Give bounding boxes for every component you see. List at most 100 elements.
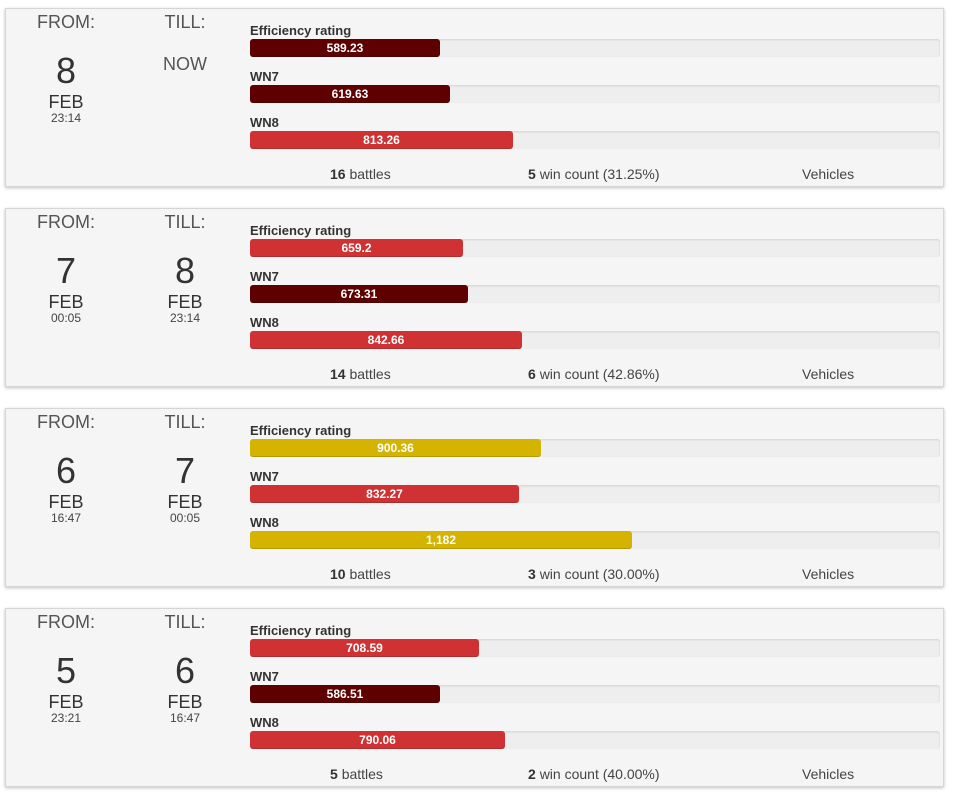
progress-track: 708.59 [250,639,940,657]
metric-label: WN7 [250,469,279,484]
from-label: FROM: [37,412,95,432]
till-month: FEB [167,692,203,712]
from-day: 7 [55,250,77,291]
metric-label: Efficiency rating [250,423,352,438]
period-card: FROM: 5 FEB 23:21 TILL: 6 FEB 16:47 Efficiency r… [5,608,944,787]
progress-fill: 619.63 [250,85,450,103]
win-number: 3 [528,566,536,582]
win-suffix: win count [539,766,599,782]
progress-fill: 900.36 [250,439,541,457]
progress-track: 619.63 [250,85,940,103]
vehicles-link[interactable]: Vehicles [802,766,855,782]
battles-number: 14 [330,366,346,382]
till-label: TILL: [164,612,206,632]
battles-suffix: battles [349,166,391,182]
from-label: FROM: [37,612,95,632]
progress-track: 832.27 [250,485,940,503]
win-count: 3 win count (30.00%) [528,566,660,582]
progress-track: 1,182 [250,531,940,549]
win-number: 5 [528,166,536,182]
progress-track: 900.36 [250,439,940,457]
from-time: 00:05 [50,311,82,325]
from-day: 6 [55,450,77,491]
from-time: 23:21 [50,711,82,725]
till-day: 7 [174,450,196,491]
win-suffix: win count [539,566,599,582]
progress-fill: 708.59 [250,639,479,657]
metric-label: Efficiency rating [250,23,352,38]
till-time: 00:05 [169,511,201,525]
progress-track: 842.66 [250,331,940,349]
win-percent: (30.00%) [602,566,660,582]
metric-label: WN8 [250,515,279,530]
progress-track: 790.06 [250,731,940,749]
from-month: FEB [48,692,84,712]
win-number: 6 [528,366,536,382]
win-suffix: win count [539,366,599,382]
battles-count: 14 battles [330,366,391,382]
vehicles-link[interactable]: Vehicles [802,366,855,382]
win-count: 5 win count (31.25%) [528,166,660,182]
from-day: 8 [55,50,77,91]
till-month: FEB [167,292,203,312]
till-day: 8 [174,250,196,291]
from-label: FROM: [37,212,95,232]
till-month: FEB [167,492,203,512]
win-percent: (40.00%) [602,766,660,782]
vehicles-link[interactable]: Vehicles [802,566,855,582]
from-month: FEB [48,292,84,312]
battles-suffix: battles [349,566,391,582]
period-card: FROM: 7 FEB 00:05 TILL: 8 FEB 23:14 Efficiency r… [5,208,944,387]
progress-track: 586.51 [250,685,940,703]
till-time: 16:47 [169,711,201,725]
from-time: 16:47 [50,511,82,525]
progress-fill: 1,182 [250,531,632,549]
battles-number: 16 [330,166,346,182]
progress-track: 659.2 [250,239,940,257]
win-count: 6 win count (42.86%) [528,366,660,382]
battles-count: 16 battles [330,166,391,182]
battles-count: 5 battles [330,766,383,782]
progress-fill: 589.23 [250,39,440,57]
battles-suffix: battles [349,366,391,382]
progress-fill: 790.06 [250,731,505,749]
from-time: 23:14 [50,111,82,125]
battles-number: 5 [330,766,338,782]
win-number: 2 [528,766,536,782]
till-label: TILL: [164,212,206,232]
metric-label: WN7 [250,69,279,84]
progress-fill: 659.2 [250,239,463,257]
period-card: FROM: 6 FEB 16:47 TILL: 7 FEB 00:05 Efficiency r… [5,408,944,587]
metric-label: WN8 [250,715,279,730]
progress-fill: 842.66 [250,331,522,349]
till-now: NOW [163,54,207,74]
win-percent: (42.86%) [602,366,660,382]
progress-track: 813.26 [250,131,940,149]
vehicles-link[interactable]: Vehicles [802,166,855,182]
metric-label: Efficiency rating [250,223,352,238]
progress-fill: 673.31 [250,285,468,303]
metric-label: WN7 [250,269,279,284]
win-percent: (31.25%) [602,166,660,182]
till-time: 23:14 [169,311,201,325]
progress-track: 589.23 [250,39,940,57]
progress-fill: 586.51 [250,685,440,703]
win-count: 2 win count (40.00%) [528,766,660,782]
from-label: FROM: [37,12,95,32]
win-suffix: win count [539,166,599,182]
battles-number: 10 [330,566,346,582]
battles-suffix: battles [341,766,383,782]
from-day: 5 [55,650,77,691]
metric-label: WN8 [250,315,279,330]
metric-label: WN7 [250,669,279,684]
till-day: 6 [174,650,196,691]
till-label: TILL: [164,12,206,32]
progress-fill: 832.27 [250,485,519,503]
till-label: TILL: [164,412,206,432]
progress-track: 673.31 [250,285,940,303]
from-month: FEB [48,92,84,112]
metric-label: WN8 [250,115,279,130]
metric-label: Efficiency rating [250,623,352,638]
from-month: FEB [48,492,84,512]
battles-count: 10 battles [330,566,391,582]
